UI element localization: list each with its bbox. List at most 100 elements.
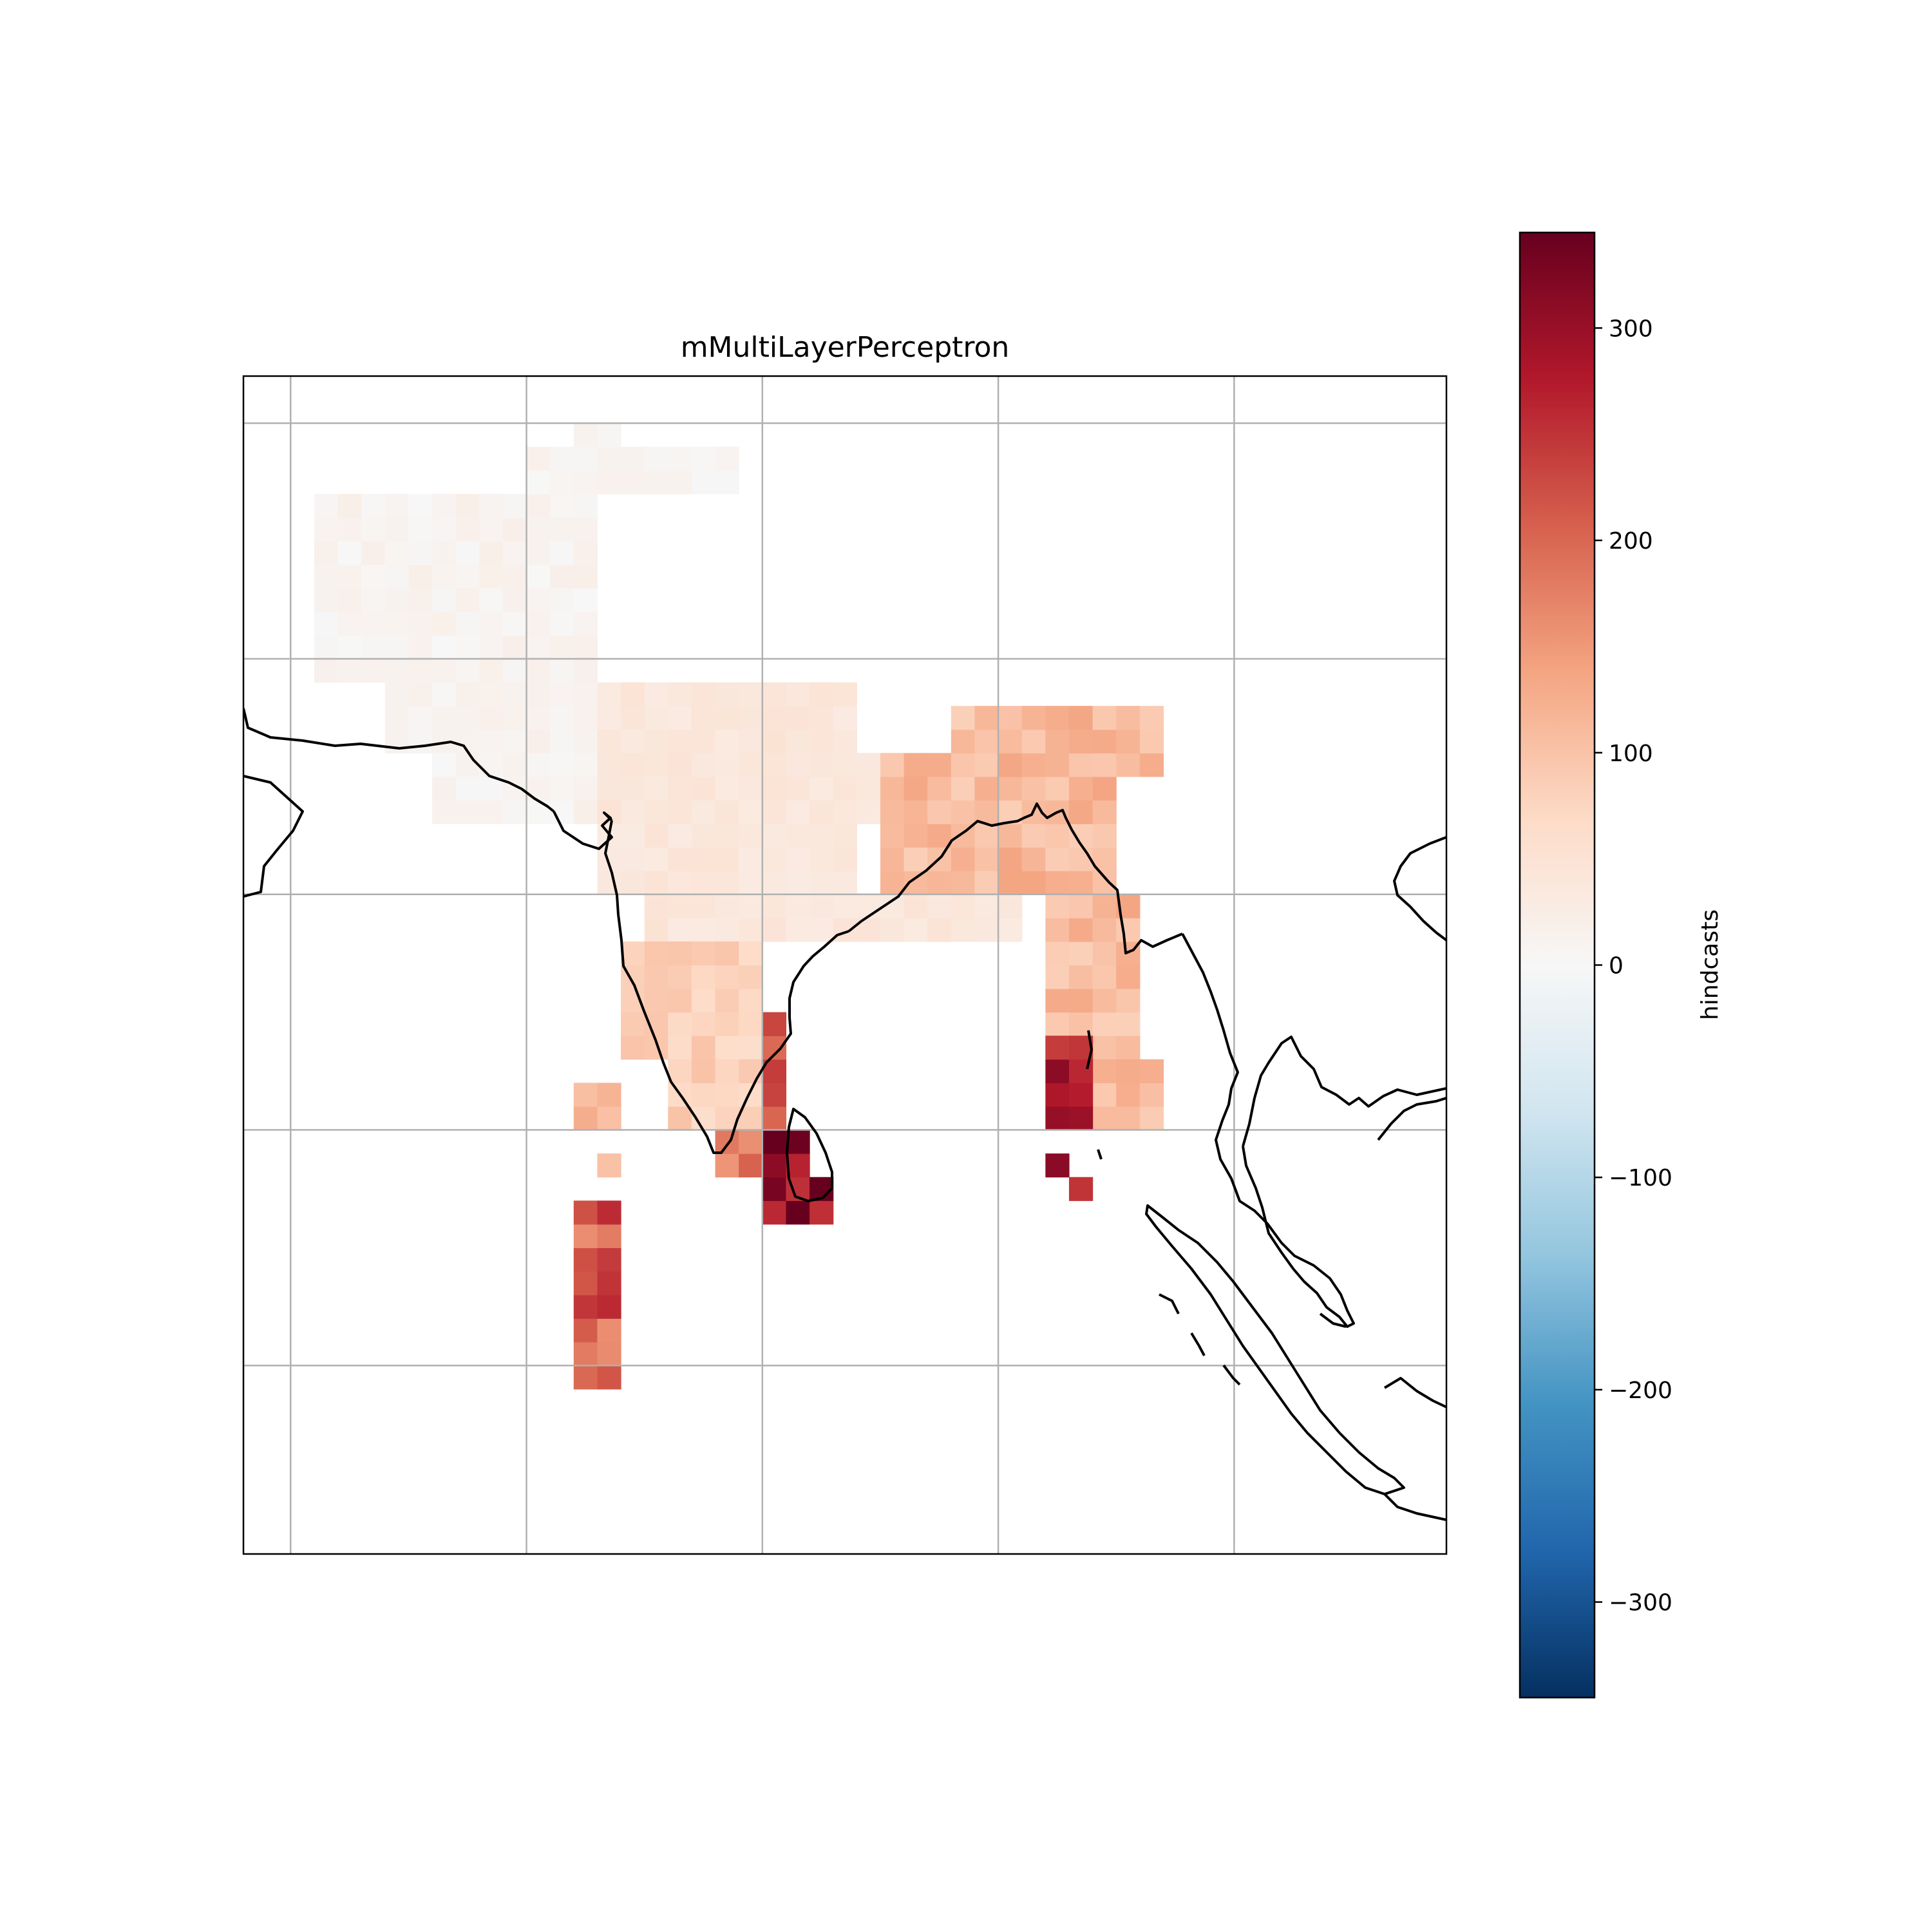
heatmap-cell xyxy=(550,564,574,589)
heatmap-cell xyxy=(621,729,645,753)
coastline-arabia-oman xyxy=(243,708,555,813)
heatmap-cell xyxy=(621,824,645,848)
heatmap-cell xyxy=(432,800,457,824)
heatmap-cell xyxy=(644,776,668,801)
coastline-sumatra xyxy=(1145,1204,1405,1495)
heatmap-cell xyxy=(526,800,551,824)
heatmap-cell xyxy=(597,1294,621,1319)
heatmap-cell xyxy=(432,658,457,683)
heatmap-cell xyxy=(951,871,976,895)
map-frame xyxy=(242,375,1448,1555)
heatmap-cell xyxy=(550,611,574,636)
coastline-nias xyxy=(1190,1332,1206,1356)
heatmap-cell xyxy=(998,706,1023,730)
heatmap-cell xyxy=(502,611,527,636)
coastline-indochina xyxy=(1393,836,1446,942)
heatmap-cell xyxy=(833,847,857,871)
heatmap-cell xyxy=(408,706,433,730)
heatmap-cell xyxy=(1068,989,1094,1013)
heatmap-cell xyxy=(644,894,668,918)
heatmap-cell xyxy=(502,564,527,589)
heatmap-cell xyxy=(455,682,480,706)
heatmap-cell xyxy=(621,706,645,730)
heatmap-cell xyxy=(1068,800,1094,824)
heatmap-cell xyxy=(691,965,716,989)
heatmap-cell xyxy=(644,965,668,989)
heatmap-cell xyxy=(668,989,692,1013)
heatmap-cell xyxy=(432,517,457,542)
heatmap-cell xyxy=(384,729,409,753)
heatmap-cell xyxy=(644,729,668,753)
heatmap-cell xyxy=(621,470,645,495)
heatmap-cell xyxy=(597,706,621,730)
heatmap-cell xyxy=(550,706,574,730)
heatmap-cell xyxy=(1045,706,1070,730)
heatmap-cell xyxy=(998,753,1023,777)
heatmap-cell xyxy=(1021,729,1046,753)
heatmap-cell xyxy=(739,894,763,918)
map-panel xyxy=(243,376,1446,1554)
heatmap-cell xyxy=(644,800,668,824)
coastline-andaman xyxy=(1086,1030,1093,1070)
heatmap-cell xyxy=(739,1059,763,1083)
heatmap-cell xyxy=(573,1318,598,1343)
heatmap-cell xyxy=(833,776,857,801)
heatmap-cell xyxy=(1116,1106,1141,1131)
heatmap-cell xyxy=(998,824,1023,848)
heatmap-cell xyxy=(951,894,976,918)
gridlines xyxy=(243,376,1446,1554)
heatmap-cell xyxy=(974,918,999,942)
heatmap-cell xyxy=(833,753,857,777)
heatmap-cell xyxy=(974,729,999,753)
heatmap-cell xyxy=(810,847,834,871)
heatmap-cell xyxy=(502,658,527,683)
heatmap-cell xyxy=(479,682,504,706)
heatmap-cell xyxy=(810,706,834,730)
heatmap-cell xyxy=(597,729,621,753)
heatmap-cell xyxy=(1045,1106,1070,1131)
heatmap-cell xyxy=(1068,965,1094,989)
heatmap-cell xyxy=(1045,965,1070,989)
heatmap-cell xyxy=(1092,1036,1117,1060)
heatmap-cell xyxy=(1116,1036,1141,1060)
heatmap-cell xyxy=(597,776,621,801)
heatmap-cell xyxy=(762,1012,787,1036)
heatmap-cell xyxy=(880,800,905,824)
heatmap-cell xyxy=(1116,1083,1141,1107)
heatmap-cell xyxy=(927,776,952,801)
heatmap-cell xyxy=(833,894,857,918)
heatmap-cell xyxy=(1068,871,1094,895)
heatmap-cell xyxy=(762,1153,787,1178)
heatmap-cell xyxy=(904,824,928,848)
heatmap-cell xyxy=(1068,776,1094,801)
heatmap-cell xyxy=(904,776,928,801)
heatmap-cell xyxy=(432,493,457,518)
heatmap-cell xyxy=(1068,753,1094,777)
heatmap-cell xyxy=(927,753,952,777)
heatmap-cell xyxy=(455,588,480,612)
heatmap-cell xyxy=(526,493,551,518)
coastline-borneo-java xyxy=(1383,1377,1446,1408)
heatmap-cell xyxy=(786,753,810,777)
heatmap-cell xyxy=(432,611,457,636)
heatmap-cell xyxy=(455,564,480,589)
heatmap-cell xyxy=(361,517,386,542)
heatmap-cell xyxy=(904,918,928,942)
heatmap-cell xyxy=(384,541,409,565)
heatmap-cell xyxy=(715,847,739,871)
heatmap-cell xyxy=(810,776,834,801)
heatmap-cell xyxy=(479,753,504,777)
heatmap-cell xyxy=(1045,847,1070,871)
heatmap-cell xyxy=(573,800,598,824)
heatmap-cell xyxy=(927,894,952,918)
heatmap-cell xyxy=(597,1106,621,1131)
heatmap-cell xyxy=(1116,1059,1141,1083)
heatmap-cell xyxy=(762,800,787,824)
colorbar-tick-label: −200 xyxy=(1609,1378,1672,1404)
heatmap-cell xyxy=(691,682,716,706)
heatmap-cell xyxy=(621,682,645,706)
heatmap-cell xyxy=(573,1247,598,1272)
heatmap-cell xyxy=(951,706,976,730)
heatmap-cell xyxy=(739,1130,763,1154)
heatmap-cell xyxy=(384,564,409,589)
